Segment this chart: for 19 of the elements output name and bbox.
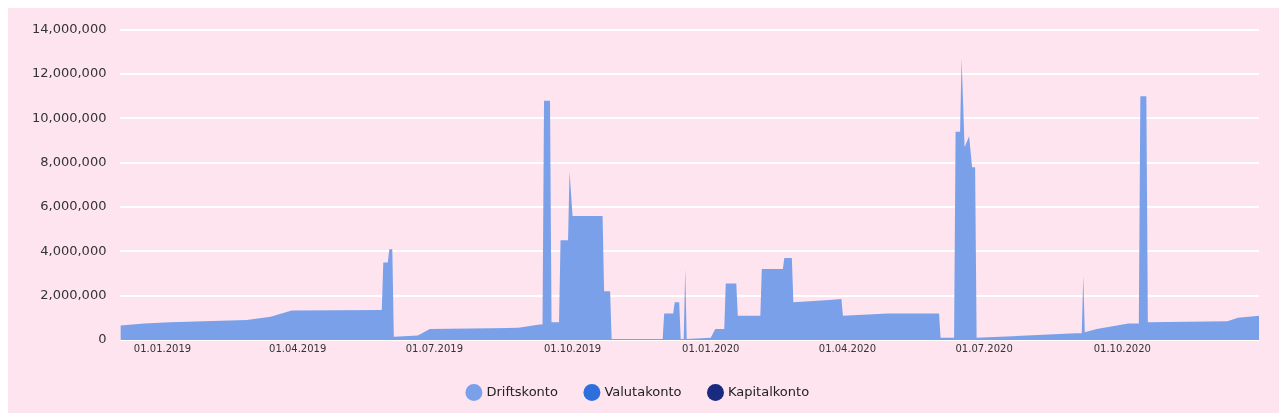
legend-label: Valutakonto bbox=[604, 383, 682, 399]
y-tick-label: 10,000,000 bbox=[32, 109, 107, 125]
x-tick-label: 01.10.2019 bbox=[543, 342, 602, 354]
y-tick-label: 12,000,000 bbox=[32, 65, 107, 81]
legend-label: Kapitalkonto bbox=[727, 383, 810, 399]
x-tick-label: 01.07.2020 bbox=[955, 342, 1013, 354]
y-tick-label: 4,000,000 bbox=[40, 242, 107, 258]
x-tick-label: 01.01.2020 bbox=[682, 342, 740, 354]
y-tick-label: 6,000,000 bbox=[40, 198, 107, 214]
x-tick-label: 01.10.2020 bbox=[1093, 342, 1151, 354]
y-tick-label: 14,000,000 bbox=[32, 21, 107, 37]
x-tick-label: 01.01.2019 bbox=[133, 342, 192, 354]
x-tick-label: 01.04.2019 bbox=[269, 342, 327, 354]
y-tick-label: 0 bbox=[98, 331, 107, 347]
x-tick-label: 01.04.2020 bbox=[818, 342, 877, 354]
y-tick-label: 2,000,000 bbox=[40, 287, 107, 303]
x-tick-label: 01.07.2019 bbox=[405, 342, 463, 354]
y-tick-label: 8,000,000 bbox=[40, 154, 107, 170]
legend-label: Driftskonto bbox=[486, 383, 558, 399]
